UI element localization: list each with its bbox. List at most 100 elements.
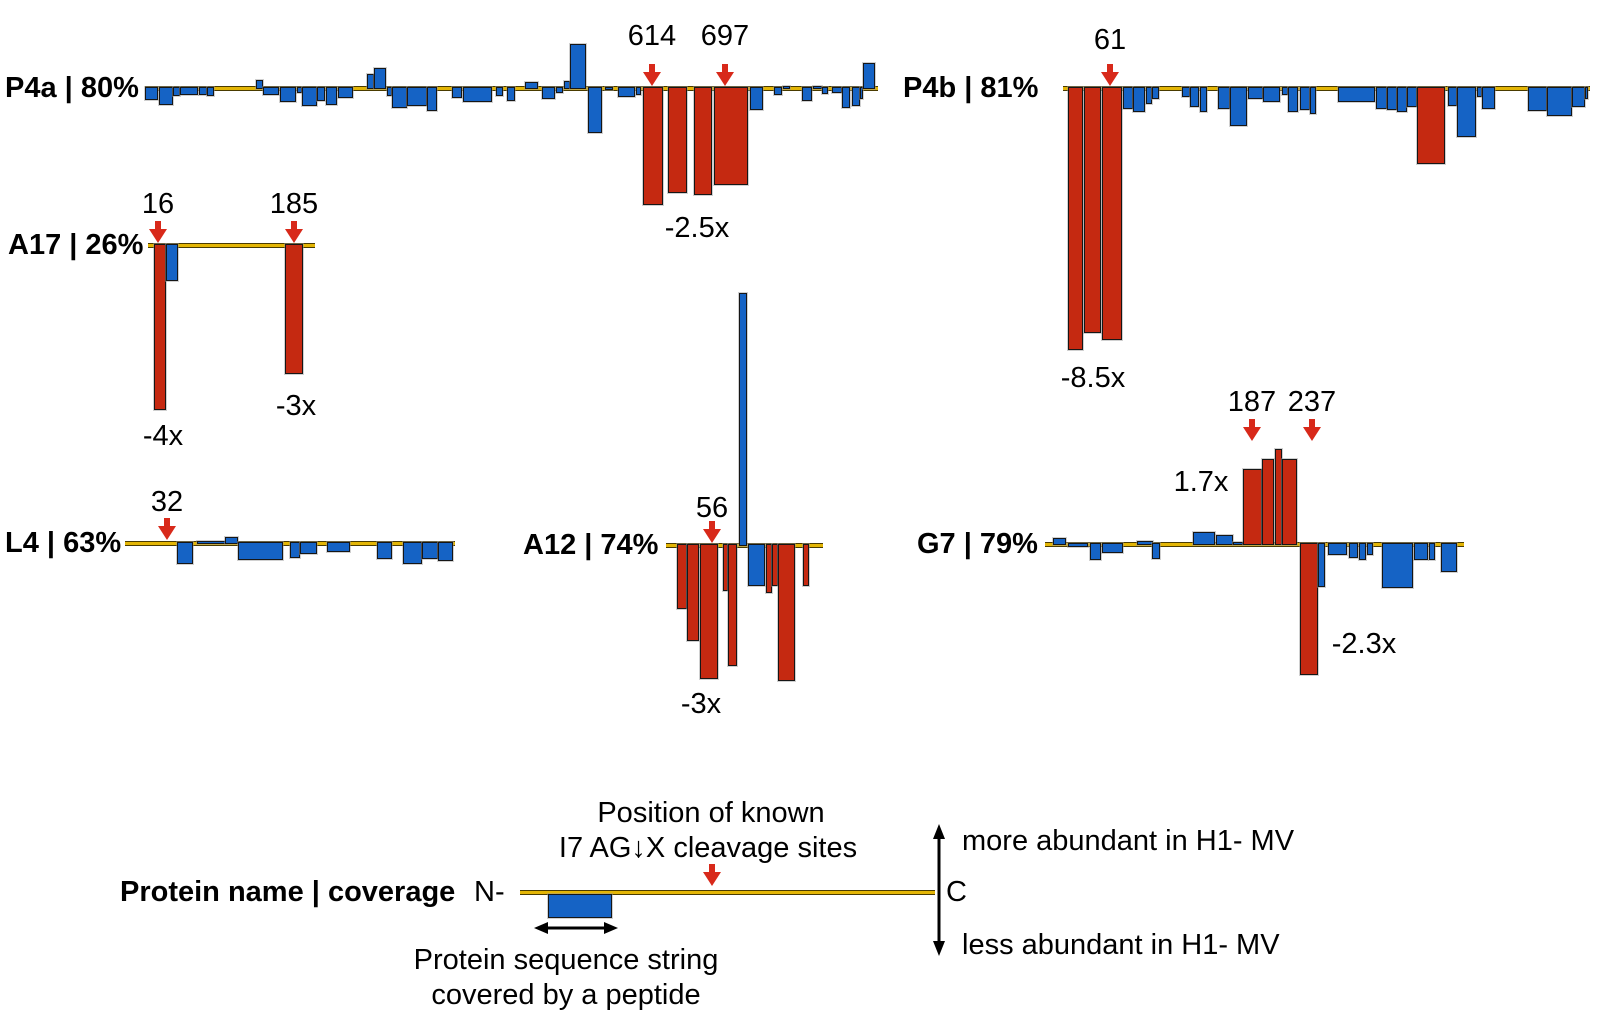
peptide-bar [1547, 87, 1572, 116]
peptide-bar [145, 87, 158, 100]
panel-label-A17: A17 | 26% [8, 229, 144, 261]
fold-change-label: -2.5x [664, 212, 730, 244]
cleavage-arrow-icon [285, 221, 303, 243]
cleavage-site-position: 185 [269, 188, 319, 220]
legend-n-terminus-label: N- [474, 876, 505, 908]
peptide-bar [802, 87, 812, 101]
peptide-bar [525, 82, 538, 89]
peptide-bar [772, 544, 778, 586]
peptide-bar [1243, 469, 1262, 545]
peptide-bar [1585, 87, 1588, 99]
peptide-bar [1376, 87, 1387, 109]
peptide-bar [605, 87, 613, 90]
legend-protein-name-label: Protein name | coverage [120, 876, 456, 908]
peptide-bar [728, 544, 737, 666]
peptide-bar [377, 542, 392, 559]
peptide-bar [1482, 87, 1495, 109]
peptide-bar [677, 544, 687, 609]
legend-peptide-caption-line2: covered by a peptide [431, 979, 701, 1011]
abundance-double-arrow-icon [933, 824, 945, 956]
peptide-bar [1248, 87, 1263, 99]
peptide-bar [1218, 87, 1230, 109]
peptide-bar [180, 87, 198, 95]
peptide-bar [1318, 543, 1325, 587]
cleavage-arrow-icon [1303, 419, 1321, 441]
peptide-bar [507, 87, 515, 101]
peptide-bar [700, 544, 718, 679]
peptide-bar [1288, 87, 1298, 112]
fold-change-label: -3x [680, 688, 722, 720]
panel-label-P4b: P4b | 81% [903, 72, 1039, 104]
peptide-bar [387, 87, 392, 96]
panel-label-L4: L4 | 63% [5, 527, 122, 559]
peptide-bar [302, 87, 317, 106]
peptide-bar [1133, 87, 1145, 112]
peptide-bar [1338, 87, 1375, 102]
peptide-bar [852, 87, 860, 106]
peptide-bar [225, 537, 238, 544]
peptide-bar [280, 87, 296, 102]
peptide-bar [1216, 535, 1233, 545]
peptide-bar [207, 87, 214, 96]
peptide-bar [643, 87, 663, 205]
legend-cleavage-caption-line1: Position of known [597, 797, 825, 829]
peptide-bar [1068, 87, 1083, 350]
peptide-bar [1152, 543, 1160, 559]
peptide-bar [256, 80, 263, 89]
peptide-bar [1477, 87, 1482, 97]
peptide-bar [159, 87, 173, 105]
peptide-bar [173, 87, 180, 96]
peptide-bar [452, 87, 462, 98]
peptide-bar [197, 541, 227, 544]
peptide-bar [1068, 543, 1088, 547]
cleavage-arrow-icon [1101, 64, 1119, 86]
cleavage-site-position: 61 [1093, 24, 1127, 56]
legend-peptide-box [548, 894, 612, 918]
peptide-bar [374, 68, 386, 89]
peptide-bar [1233, 542, 1243, 545]
peptide-bar [367, 74, 374, 89]
peptide-bar [1200, 87, 1207, 112]
peptide-bar [263, 87, 279, 95]
peptide-bar [774, 87, 782, 95]
peptide-bar [564, 81, 570, 89]
peptide-bar [863, 63, 875, 89]
peptide-bar [813, 86, 822, 89]
peptide-bar [1123, 87, 1133, 109]
peptide-bar [1152, 87, 1159, 99]
peptide-bar [1414, 543, 1428, 560]
peptide-bar [199, 87, 207, 95]
peptide-bar [1310, 87, 1316, 114]
peptide-bar [1441, 543, 1457, 572]
legend-peptide-caption-line1: Protein sequence string [413, 944, 719, 976]
cleavage-site-position: 614 [627, 20, 677, 52]
peptide-bar [177, 542, 193, 564]
peptide-bar [1262, 459, 1274, 545]
cleavage-site-position: 32 [150, 486, 184, 518]
panel-label-A12: A12 | 74% [523, 529, 659, 561]
peptide-bar [290, 542, 300, 558]
peptide-bar [1193, 532, 1215, 545]
peptide-bar [1349, 543, 1358, 558]
peptide-bar [570, 44, 586, 89]
peptide-bar [297, 87, 302, 93]
cleavage-arrow-icon [158, 518, 176, 540]
peptide-bar [1282, 459, 1297, 545]
peptide-bar [285, 244, 303, 374]
cleavage-arrow-icon [703, 521, 721, 543]
peptide-bar [1448, 87, 1457, 106]
cleavage-site-position: 56 [695, 492, 729, 524]
peptide-bar [750, 87, 763, 110]
peptide-bar [317, 87, 325, 101]
cleavage-arrow-icon [149, 221, 167, 243]
peptide-bar [542, 87, 555, 99]
fold-change-label: 1.7x [1173, 466, 1229, 498]
cleavage-site-position: 16 [141, 188, 175, 220]
fold-change-label: -4x [142, 420, 184, 452]
panel-label-P4a: P4a | 80% [5, 72, 139, 104]
panel-label-G7: G7 | 79% [917, 528, 1038, 560]
peptide-bar [1263, 87, 1280, 102]
peptide-bar [427, 87, 437, 111]
peptide-bar [422, 542, 438, 559]
fold-change-label: -8.5x [1060, 362, 1126, 394]
